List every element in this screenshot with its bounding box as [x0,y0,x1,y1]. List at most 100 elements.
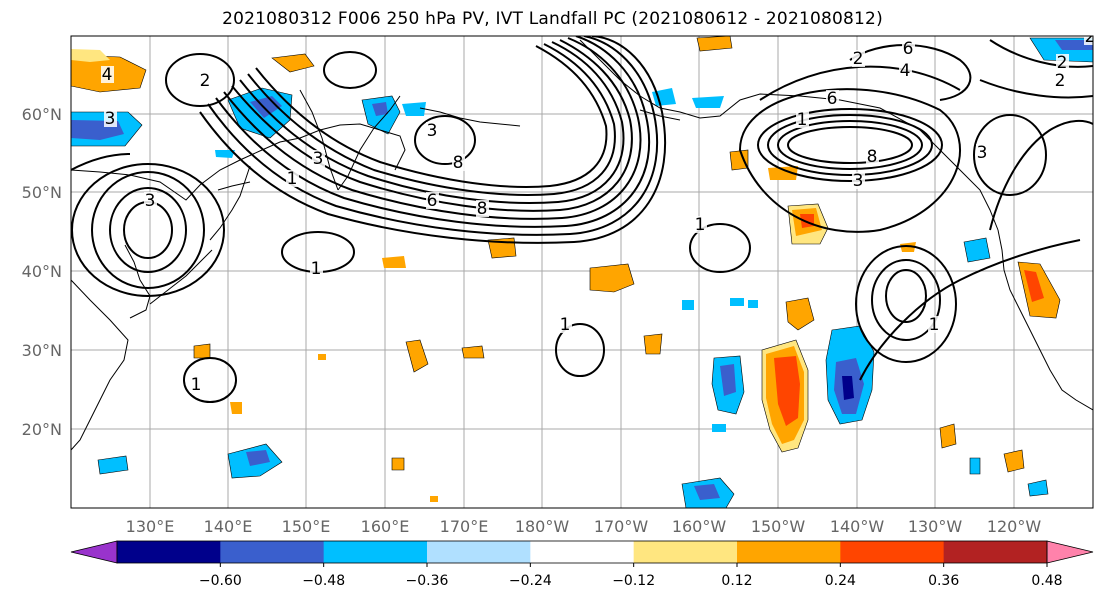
contour-line [323,51,377,89]
longitude-label: 180°W [515,517,570,536]
shade-positive-region [382,256,406,268]
contour-label: 1 [797,110,808,130]
contour-line [871,259,941,341]
contour-label: 4 [900,61,911,81]
shade-negative-region [692,96,724,108]
contour-label-background [694,216,707,233]
shade-positive-region [643,333,663,355]
shade-positive-region [1024,270,1044,302]
contour-line [885,269,927,323]
colorbar-tick-label: 0.48 [1031,573,1062,589]
shade-negative-region [97,455,129,475]
longitude-labels: 130°E 140°E 150°E 160°E 170°E 180°W 170°W 160°W… [126,517,1042,536]
contour-label-background [144,192,157,209]
contour-line [757,108,943,182]
contour-line [199,36,667,244]
contour-label-background [310,260,323,277]
shade-negative-region [748,300,758,308]
colorbar-segment [220,541,325,563]
colorbar-segment [117,541,221,563]
shade-negative-region [1055,40,1093,50]
contour-label-background [852,172,865,189]
coastlines [71,39,1093,451]
latitude-label: 20°N [22,420,62,439]
shade-positive-region [193,343,211,359]
shade-positive-region [768,166,798,180]
contour-label: 1 [695,215,706,235]
contour-label-background [1056,54,1069,71]
shade-positive-region [800,214,814,228]
contour-label: 3 [977,143,988,163]
contour-label-background [286,170,299,187]
longitude-label: 170°W [594,517,649,536]
shade-positive-region [71,49,110,62]
contour-label-background [1084,36,1093,45]
colorbar-tick-label: −0.12 [612,573,655,589]
contour-label-background [104,110,117,127]
contour-label: 2 [200,71,211,91]
latitude-label: 60°N [22,105,62,124]
contour-label-background [928,316,941,333]
shade-positive-region [785,297,815,331]
colorbar-tick-label: −0.48 [302,573,345,589]
coastline-aleutians [419,107,681,127]
shade-negative-region [652,88,676,106]
shade-positive-region [318,354,326,360]
shade-positive-region [461,345,485,359]
longitude-label: 120°W [987,517,1042,536]
latitude-label: 50°N [22,183,62,202]
colorbar-tick-label: −0.60 [199,573,242,589]
shade-positive-region [430,496,438,502]
shade-negative-region [246,450,270,466]
colorbar-tick-label: 0.12 [721,573,752,589]
longitude-label: 150°W [751,517,806,536]
shade-positive-region [405,339,429,373]
contour-label: 1 [560,315,571,335]
contour-label-background [902,40,915,57]
contour-lines [71,36,1093,403]
contour-label: 1 [929,315,940,335]
colorbar-segment [840,541,945,563]
colorbar-extend-low [70,540,118,564]
colorbar-tick-label: −0.24 [509,573,552,589]
contour-label-background [899,62,912,79]
contour-line [255,45,608,188]
contour-line [855,245,957,363]
colorbar-tick-label: 0.36 [928,573,959,589]
contour-label-background [852,50,865,67]
contour-line [787,126,913,164]
latitude-labels: 60°N 50°N 40°N 30°N 20°N [22,105,62,439]
contour-label: 6 [427,191,438,211]
contour-label: 6 [827,89,838,109]
contour-label-background [476,200,489,217]
longitude-label: 130°W [908,517,963,536]
longitude-label: 160°W [672,517,727,536]
contour-label: 8 [477,199,488,219]
contour-label: 2 [1055,71,1066,91]
contour-label: 6 [903,39,914,59]
shade-positive-region [774,356,800,426]
coastline-asia [71,123,406,201]
graticule [71,36,1093,508]
contour-line [231,39,633,212]
contour-label: 8 [867,147,878,167]
latitude-label: 30°N [22,341,62,360]
contour-line [767,114,933,176]
contour-line [165,53,235,107]
colorbar-segment [323,541,428,563]
contour-label: 8 [453,153,464,173]
contour-line [414,115,476,165]
contour-label-background [452,154,465,171]
contour-label: 3 [853,171,864,191]
contour-label: 4 [102,65,113,85]
shade-negative-region [682,300,694,310]
contour-line [989,119,1093,231]
contour-line [223,37,642,220]
contour-label-background [426,122,439,139]
shade-negative-region [842,376,854,400]
contour-line [555,323,605,377]
longitude-label: 140°E [204,517,253,536]
shade-negative-region [969,457,981,475]
contour-line [849,44,972,101]
